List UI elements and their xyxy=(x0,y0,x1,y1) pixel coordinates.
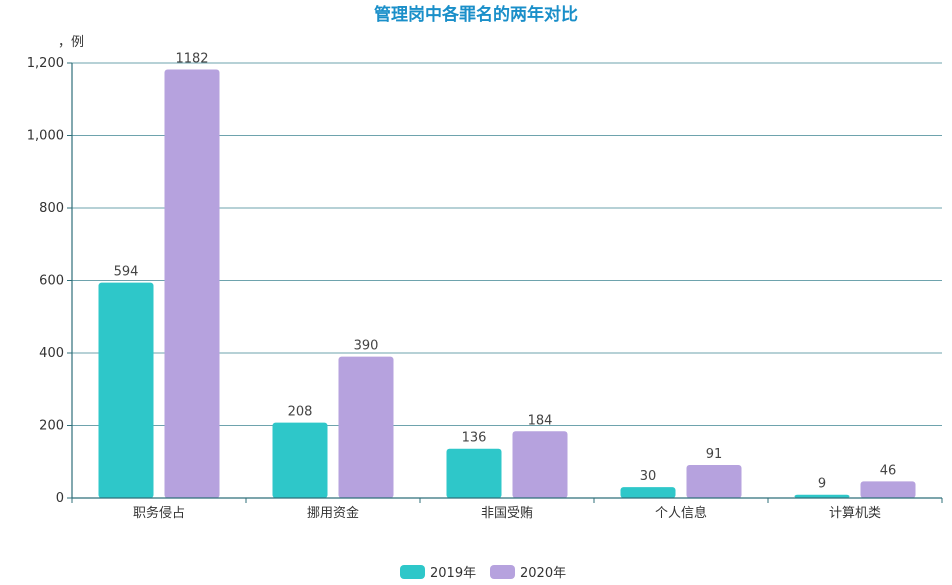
x-tick-label: 非国受贿 xyxy=(481,506,533,521)
x-tick-label: 挪用资金 xyxy=(307,505,359,521)
y-axis: 0 200 400 600 800 1,000 1,200 xyxy=(27,56,73,506)
y-tick-label: 600 xyxy=(39,274,64,289)
legend-swatch xyxy=(490,565,515,579)
data-label: 1182 xyxy=(175,52,208,67)
bar xyxy=(164,69,220,499)
x-tick-label: 个人信息 xyxy=(655,505,707,521)
x-tick-label: 计算机类 xyxy=(829,506,881,521)
bar xyxy=(512,431,568,498)
bars: 594 1182 208 390 136 184 30 91 9 46 xyxy=(98,52,916,499)
y-tick-label: 0 xyxy=(56,491,64,506)
data-label: 390 xyxy=(354,339,379,354)
bar xyxy=(686,465,742,498)
legend[interactable]: 2019年 2020年 xyxy=(400,565,566,581)
data-label: 46 xyxy=(880,463,897,478)
bar xyxy=(338,356,394,498)
data-label: 136 xyxy=(462,431,487,446)
data-label: 184 xyxy=(528,413,553,428)
bar xyxy=(620,487,676,498)
data-label: 91 xyxy=(706,447,723,462)
x-tick-label: 职务侵占 xyxy=(133,505,185,521)
legend-swatch xyxy=(400,565,425,579)
y-tick-label: 400 xyxy=(39,346,64,361)
data-label: 9 xyxy=(818,477,826,492)
y-tick-label: 200 xyxy=(39,419,64,434)
y-tick-label: 800 xyxy=(39,201,64,216)
data-label: 208 xyxy=(288,405,313,420)
legend-label: 2019年 xyxy=(430,566,476,581)
y-tick-label: 1,200 xyxy=(27,56,64,71)
data-label: 30 xyxy=(640,469,657,484)
y-tick-label: 1,000 xyxy=(27,129,64,144)
chart-title: 管理岗中各罪名的两年对比 xyxy=(374,4,578,25)
bar xyxy=(272,422,328,498)
data-label: 594 xyxy=(114,265,139,280)
bar xyxy=(446,448,502,498)
legend-label: 2020年 xyxy=(520,566,566,581)
x-axis: 职务侵占 挪用资金 非国受贿 个人信息 计算机类 xyxy=(71,497,943,521)
bar xyxy=(98,282,154,498)
bar xyxy=(794,494,850,498)
y-axis-unit-label: ，例 xyxy=(58,35,84,50)
bar xyxy=(860,481,916,498)
